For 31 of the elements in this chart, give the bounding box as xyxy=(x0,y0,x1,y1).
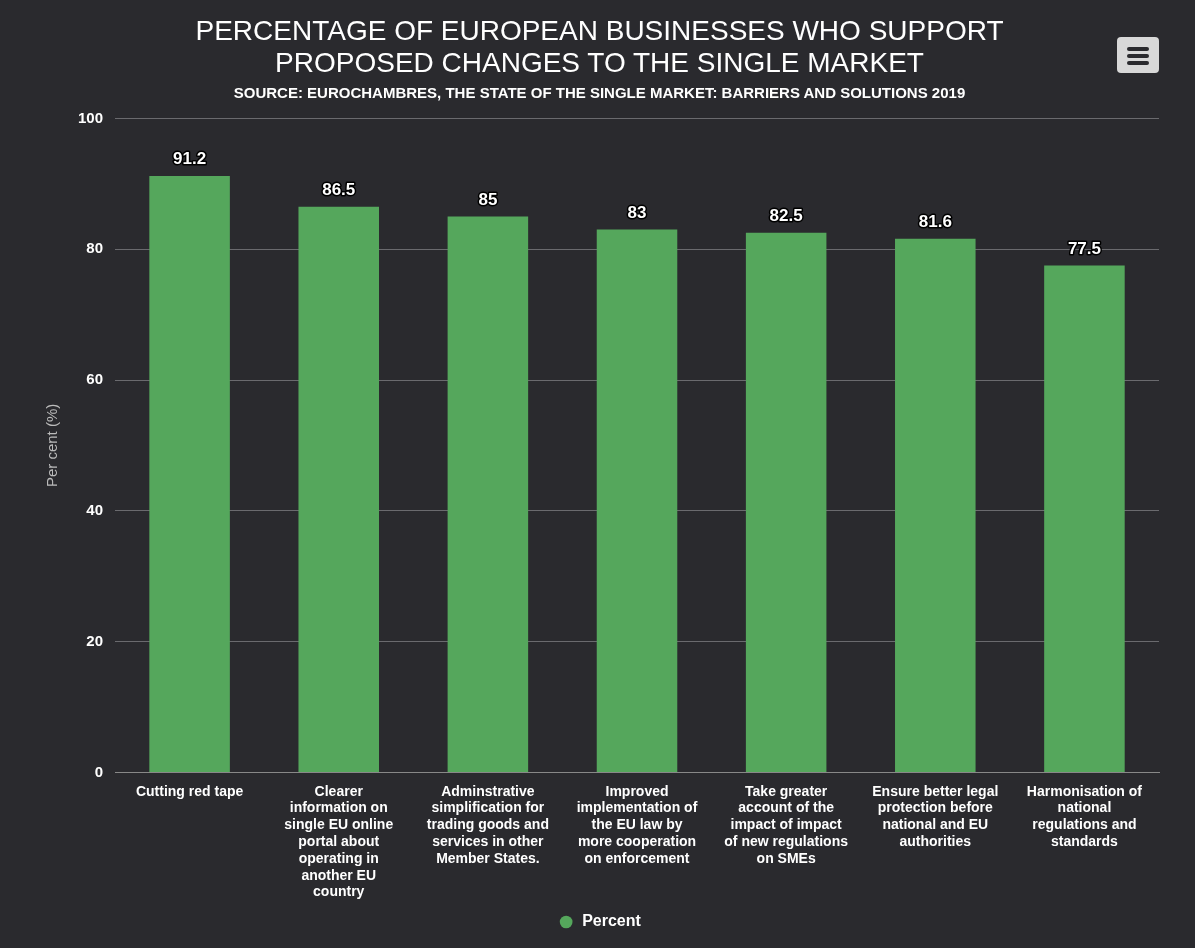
data-label: 82.5 xyxy=(769,206,803,226)
bar xyxy=(895,238,976,772)
bar xyxy=(745,232,827,772)
x-tick-label: Adminstrative simplification for trading goods and services in other Member States. xyxy=(426,782,549,866)
data-label: 86.5 xyxy=(322,179,356,199)
y-tick-label: 0 xyxy=(94,762,104,780)
y-tick-label: 80 xyxy=(86,239,104,257)
x-tick-label: Ensure better legal protection before national and EU authorities xyxy=(872,782,999,850)
bar xyxy=(447,216,529,772)
x-tick-label: Take greater account of the impact of impact of new regulations on SMEs xyxy=(724,782,849,866)
chart-subtitle: SOURCE: EUROCHAMBRES, THE STATE OF THE SINGLE MARKET: BARRIERS AND SOLUTIONS 2019 xyxy=(233,83,966,101)
data-label: 83 xyxy=(627,202,647,222)
data-label: 77.5 xyxy=(1067,238,1101,258)
x-tick-label: Clearer information on single EU online portal about operating in another EU country xyxy=(284,782,394,900)
x-tick-label: Improved implementation of the EU law by more cooperation on enforcement xyxy=(576,782,698,866)
bar xyxy=(298,206,379,772)
y-tick-label: 20 xyxy=(86,631,104,649)
bar xyxy=(149,175,230,772)
data-label: 81.6 xyxy=(918,211,952,231)
x-tick-label: Cutting red tape xyxy=(135,782,244,799)
y-tick-label: 100 xyxy=(78,108,104,126)
data-label: 91.2 xyxy=(173,149,207,169)
y-tick-label: 40 xyxy=(86,500,104,518)
data-label: 85 xyxy=(478,189,498,209)
bar xyxy=(596,229,678,772)
x-tick-label: Harmonisation of national regulations and standards xyxy=(1026,782,1143,850)
y-axis-title: Per cent (%) xyxy=(43,403,61,488)
legend-label: Percent xyxy=(582,912,642,930)
bar xyxy=(1044,265,1125,772)
chart-title: PERCENTAGE OF EUROPEAN BUSINESSES WHO SUPPORT PROPOSED CHANGES TO THE SINGLE MARKET xyxy=(195,14,1004,79)
y-tick-label: 60 xyxy=(86,370,104,388)
